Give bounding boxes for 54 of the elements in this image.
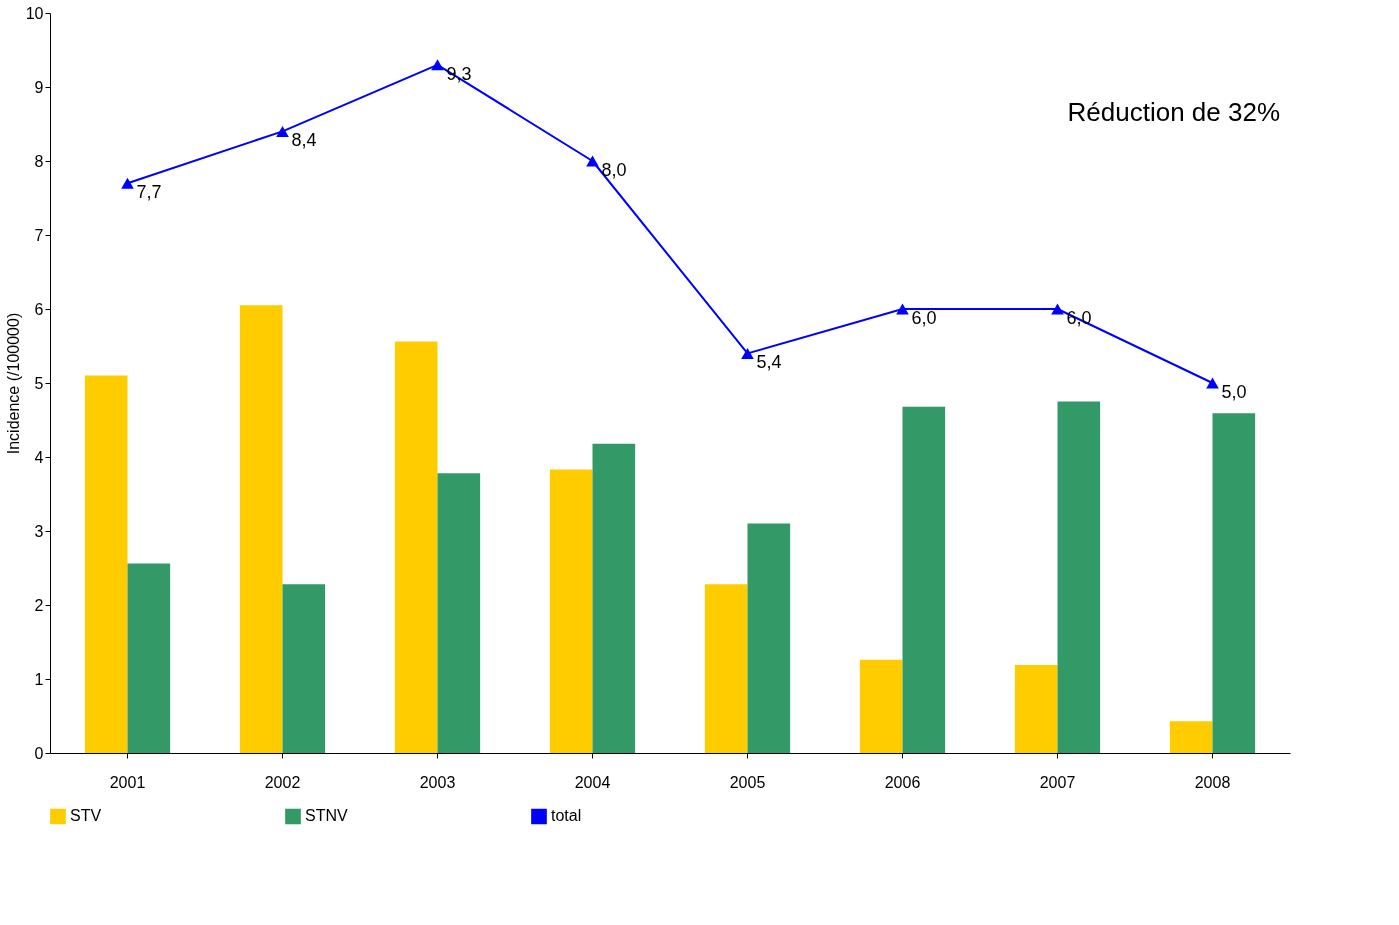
bar [394, 341, 438, 753]
y-tick-label: 2 [34, 596, 44, 614]
bar [1057, 401, 1101, 753]
y-tick-label: 3 [34, 522, 44, 540]
y-tick-label: 10 [25, 4, 44, 22]
bar [84, 375, 128, 753]
data-label: 5,0 [1221, 382, 1247, 402]
bar [549, 469, 593, 753]
legend-label: total [551, 807, 582, 825]
bar [127, 563, 171, 753]
data-label: 6,0 [911, 308, 937, 328]
bar [1014, 664, 1058, 753]
data-label: 8,0 [601, 160, 627, 180]
bar [592, 443, 636, 753]
y-tick-label: 4 [34, 448, 44, 466]
y-tick-label: 0 [34, 744, 44, 762]
point [1051, 303, 1064, 315]
point [276, 125, 289, 137]
x-tick-label: 2007 [1039, 773, 1076, 791]
annotation: Réduction de 32% [1067, 97, 1280, 127]
data-label: 7,7 [136, 182, 162, 203]
x-tick-label: 2004 [574, 773, 611, 791]
x-tick-label: 2006 [884, 773, 921, 791]
bar [239, 305, 283, 753]
x-tick-label: 2001 [109, 773, 146, 791]
point [741, 347, 754, 359]
bar [902, 406, 946, 753]
bar [859, 659, 903, 753]
y-tick-label: 9 [34, 78, 44, 96]
y-tick-label: 8 [34, 152, 44, 170]
data-label: 8,4 [291, 130, 317, 151]
point [896, 303, 909, 315]
y-tick-label: 1 [34, 670, 44, 688]
y-tick-label: 5 [34, 374, 44, 392]
y-tick-label: 6 [34, 300, 44, 318]
bar [282, 584, 326, 753]
y-axis-title: Incidence (/100000) [4, 312, 22, 455]
x-tick-label: 2002 [264, 773, 301, 791]
bar [437, 473, 481, 753]
x-tick-label: 2005 [729, 773, 766, 791]
point [121, 177, 134, 189]
x-tick-label: 2003 [419, 773, 456, 791]
x-tick-label: 2008 [1194, 773, 1231, 791]
point [1206, 377, 1219, 389]
bar [1169, 721, 1213, 753]
point [586, 155, 599, 167]
legend-label: STNV [305, 807, 348, 825]
bar [704, 584, 748, 753]
point [431, 59, 444, 71]
y-tick-label: 7 [34, 226, 44, 244]
bar [1212, 413, 1256, 753]
data-label: 5,4 [756, 352, 782, 373]
bar [747, 523, 791, 753]
legend-label: STV [70, 807, 102, 825]
